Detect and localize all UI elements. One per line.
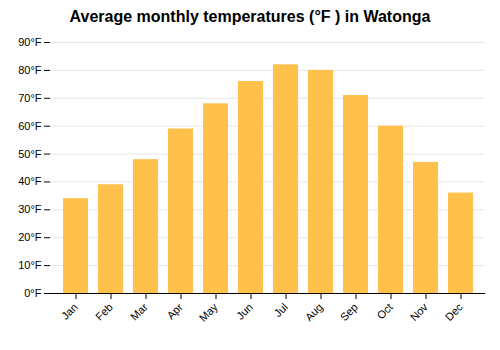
svg-text:May: May [197, 300, 221, 324]
svg-text:50°F: 50°F [18, 148, 42, 160]
svg-text:Oct: Oct [374, 301, 395, 322]
svg-text:10°F: 10°F [18, 259, 42, 271]
html-text:Average monthly temperatures (: Average monthly temperatures (°F ) in Wa… [69, 8, 431, 25]
svg-text:60°F: 60°F [18, 120, 42, 132]
svg-text:Aug: Aug [303, 301, 325, 323]
svg-text:90°F: 90°F [18, 36, 42, 48]
svg-text:70°F: 70°F [18, 92, 42, 104]
svg-text:40°F: 40°F [18, 175, 42, 187]
svg-text:Apr: Apr [164, 301, 185, 322]
svg-text:Jun: Jun [234, 301, 255, 322]
svg-text:80°F: 80°F [18, 64, 42, 76]
svg-text:Nov: Nov [408, 300, 431, 323]
svg-text:Feb: Feb [93, 301, 115, 323]
svg-text:Jan: Jan [59, 301, 80, 322]
svg-text:Dec: Dec [443, 300, 466, 323]
svg-text:Mar: Mar [128, 301, 150, 323]
svg-text:Jul: Jul [271, 301, 289, 319]
svg-text:0°F: 0°F [24, 287, 42, 299]
svg-text:30°F: 30°F [18, 203, 42, 215]
svg-text:20°F: 20°F [18, 231, 42, 243]
svg-text:Sep: Sep [338, 301, 360, 323]
